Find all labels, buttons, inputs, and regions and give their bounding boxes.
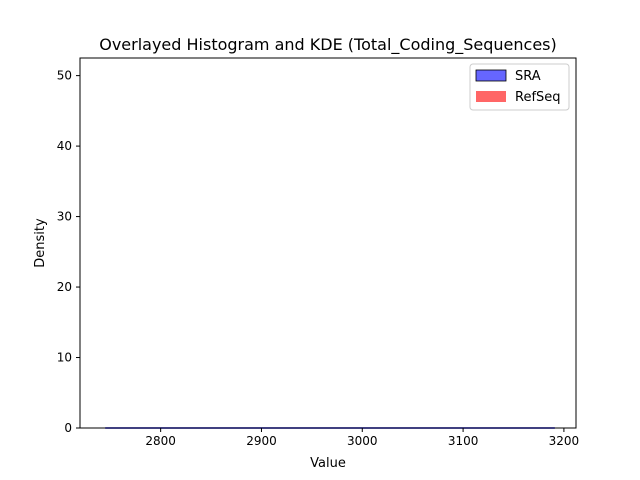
- y-tick-label: 50: [57, 69, 72, 83]
- axes-frame: [79, 57, 577, 429]
- y-axis-label: Density: [33, 218, 48, 268]
- legend-swatch-refseq: [476, 91, 506, 102]
- y-tick-label: 0: [64, 421, 72, 435]
- y-axis: 0 10 20 30 40 50: [57, 69, 80, 435]
- x-tick-label: 3200: [549, 434, 580, 448]
- legend: SRA RefSeq: [469, 63, 570, 111]
- x-tick-label: 3000: [347, 434, 378, 448]
- legend-label-refseq: RefSeq: [515, 90, 561, 105]
- x-tick-label: 2900: [246, 434, 277, 448]
- y-tick-label: 40: [57, 139, 72, 153]
- y-tick-label: 30: [57, 210, 72, 224]
- y-tick-label: 20: [57, 280, 72, 294]
- y-tick-label: 10: [57, 351, 72, 365]
- x-tick-label: 3100: [448, 434, 479, 448]
- legend-label-sra: SRA: [515, 69, 541, 84]
- x-axis-label: Value: [310, 456, 346, 471]
- x-axis: 2800 2900 3000 3100 3200: [145, 428, 579, 448]
- x-tick-label: 2800: [145, 434, 176, 448]
- legend-swatch-sra: [475, 69, 507, 82]
- chart-title: Overlayed Histogram and KDE (Total_Codin…: [99, 35, 557, 55]
